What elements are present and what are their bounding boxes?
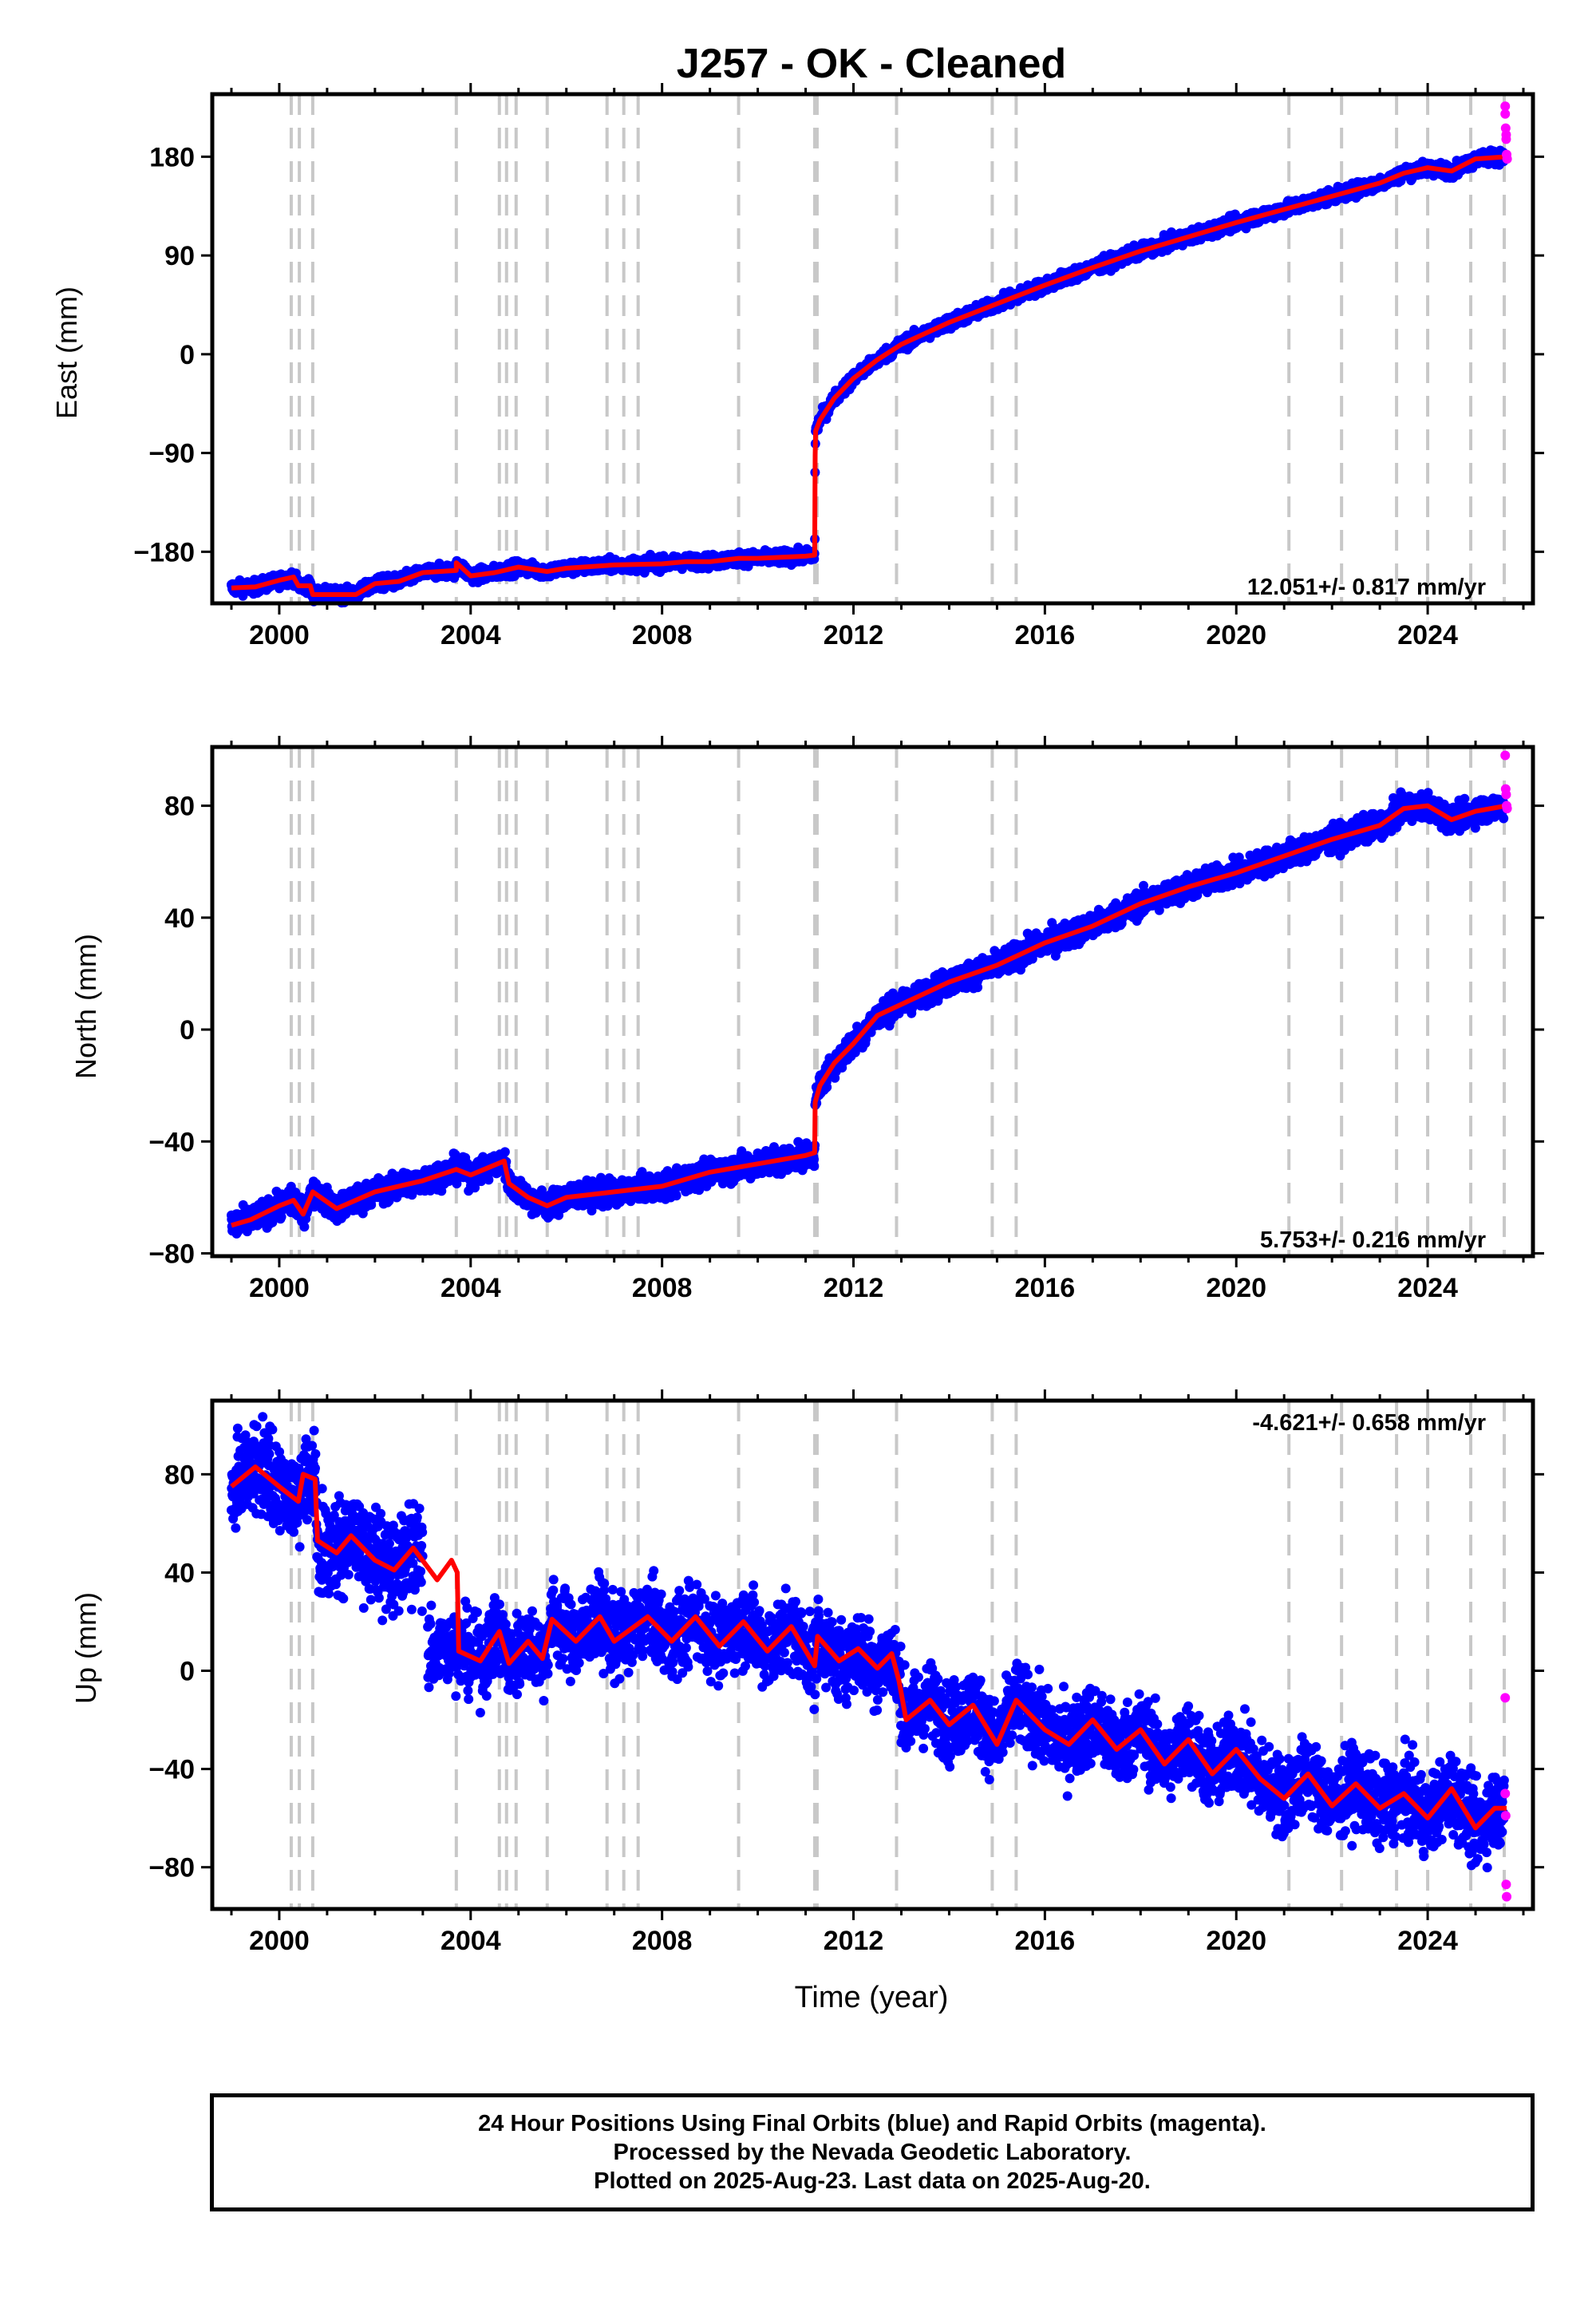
- x-tick-label: 2012: [824, 620, 884, 650]
- plot-area: [212, 94, 1533, 603]
- rapid-orbit-point: [1502, 154, 1512, 164]
- data-point: [299, 1222, 310, 1232]
- x-tick-label: 2000: [249, 620, 310, 650]
- east-axis-label: East (mm): [50, 287, 83, 419]
- x-tick-label: 2016: [1015, 620, 1076, 650]
- x-tick-label: 2008: [632, 620, 693, 650]
- chart-title: J257 - OK - Cleaned: [677, 41, 1066, 87]
- x-tick-label: 2004: [440, 620, 501, 650]
- x-tick-label: 2024: [1397, 620, 1458, 650]
- y-tick-label: 180: [149, 142, 195, 172]
- y-tick-label: 0: [180, 340, 195, 370]
- y-tick-label: −90: [148, 439, 195, 469]
- rapid-orbit-point: [1501, 134, 1511, 144]
- x-tick-label: 2020: [1206, 620, 1266, 650]
- east-panel: −180 −90 0 90 180 2000 2004 2008 2012 2016 2020 202…: [50, 83, 1544, 650]
- east-rate-label: 12.051+/- 0.817 mm/yr: [1247, 575, 1486, 600]
- y-tick-label: −180: [133, 537, 195, 567]
- y-tick-label: 90: [164, 241, 195, 271]
- rapid-orbit-point: [1500, 109, 1511, 119]
